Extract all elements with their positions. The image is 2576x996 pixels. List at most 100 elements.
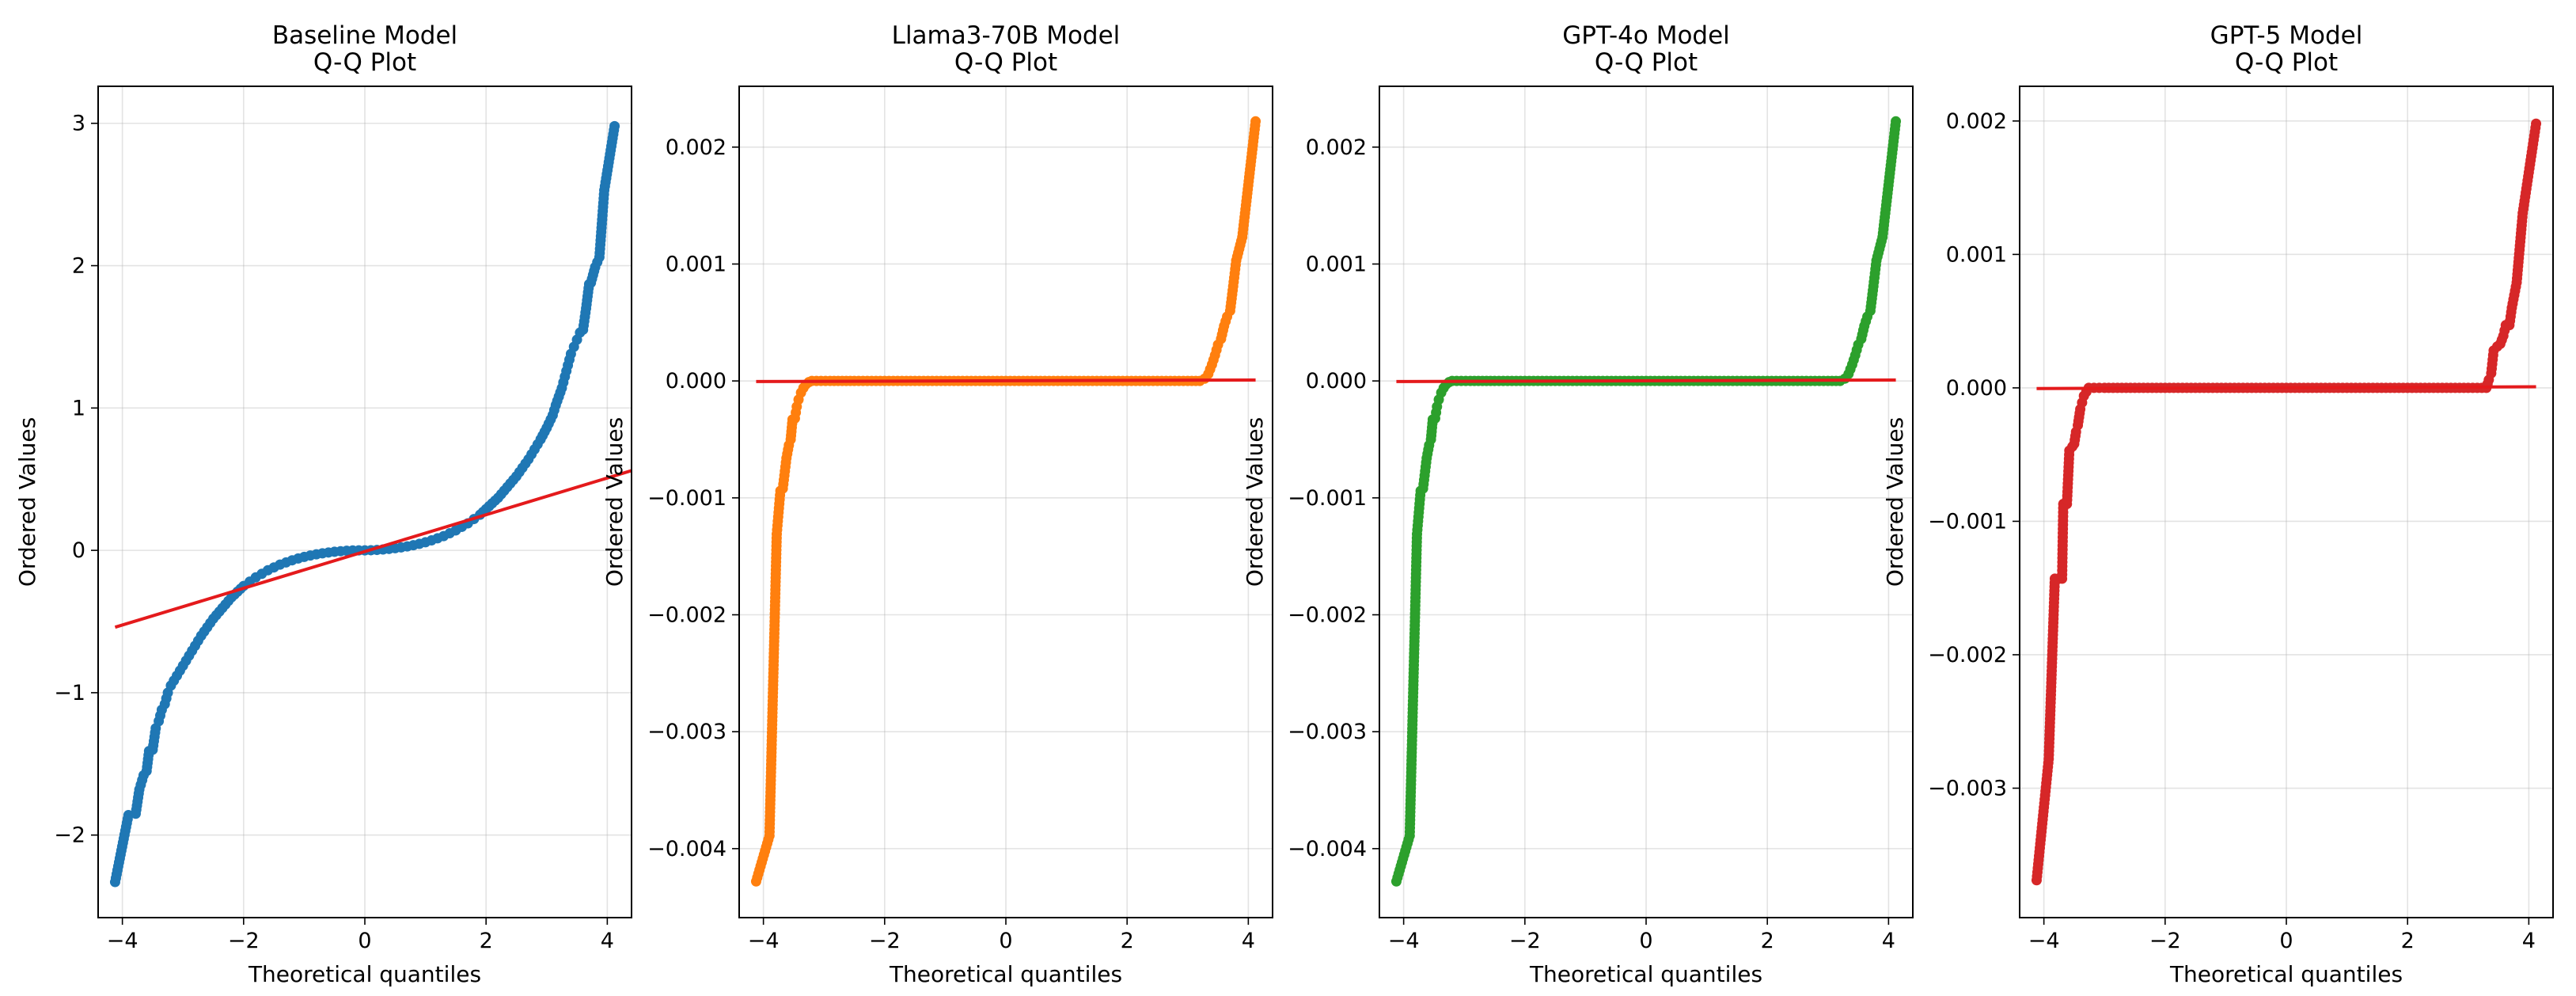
data-point-fill bbox=[150, 727, 161, 738]
y-axis-label: Ordered Values bbox=[601, 417, 628, 587]
x-tick-label: 0 bbox=[358, 929, 371, 953]
data-point-fill bbox=[598, 189, 609, 200]
data-point-fill bbox=[539, 426, 550, 437]
data-point-fill bbox=[1870, 259, 1881, 270]
x-tick-label: 2 bbox=[1761, 929, 1774, 953]
data-points bbox=[2031, 118, 2542, 886]
x-tick-label: 4 bbox=[601, 929, 614, 953]
data-point-fill bbox=[787, 418, 798, 429]
qq-panel-4: −4 −2 0 2 4 −0.003 −0.002 −0.001 0.000 0.001 0.002… bbox=[1882, 21, 2554, 987]
data-point-fill bbox=[1230, 259, 1241, 270]
data-point-fill bbox=[2510, 281, 2521, 292]
data-point-fill bbox=[520, 458, 531, 469]
qq-panel-3: −4 −2 0 2 4 −0.004 −0.003 −0.002 −0.001 0.000 0.00… bbox=[1242, 21, 1914, 987]
y-tick-label: −0.002 bbox=[647, 603, 727, 628]
x-tick-label: 0 bbox=[1639, 929, 1652, 953]
x-tick-label: −4 bbox=[2028, 929, 2060, 953]
data-point-fill bbox=[1211, 344, 1222, 355]
data-point-fill bbox=[1235, 235, 1246, 246]
data-point-fill bbox=[545, 414, 556, 425]
data-point-fill bbox=[502, 481, 513, 492]
data-point-fill bbox=[122, 814, 133, 825]
chart-title: Llama3-70B Model bbox=[892, 21, 1121, 50]
data-point-fill bbox=[1868, 285, 1879, 296]
data-point-fill bbox=[1250, 120, 1261, 131]
data-point-fill bbox=[180, 655, 192, 666]
chart-title: Q-Q Plot bbox=[2235, 48, 2338, 77]
data-point-fill bbox=[1220, 316, 1231, 327]
data-point-fill bbox=[1890, 120, 1901, 131]
data-point-fill bbox=[1217, 325, 1228, 336]
y-tick-label: 0.001 bbox=[666, 252, 727, 276]
data-point-fill bbox=[187, 645, 198, 656]
data-point-fill bbox=[791, 407, 802, 418]
reference-line bbox=[114, 469, 632, 629]
data-point-fill bbox=[508, 474, 519, 485]
data-point-fill bbox=[223, 595, 234, 606]
qq-panel-2: −4 −2 0 2 4 −0.004 −0.003 −0.002 −0.001 0.000 0.00… bbox=[601, 21, 1273, 987]
x-tick-label: −4 bbox=[107, 929, 138, 953]
data-point-fill bbox=[211, 610, 222, 621]
chart-title: Q-Q Plot bbox=[313, 48, 416, 77]
data-point-fill bbox=[155, 710, 166, 721]
data-point-fill bbox=[2058, 503, 2069, 514]
y-tick-label: −0.003 bbox=[647, 720, 727, 744]
y-tick-label: −0.002 bbox=[1928, 643, 2007, 667]
data-point-fill bbox=[609, 124, 620, 135]
x-axis-label: Theoretical quantiles bbox=[1529, 961, 1762, 987]
chart-title: Baseline Model bbox=[272, 21, 457, 50]
data-point-fill bbox=[192, 635, 203, 646]
data-point-fill bbox=[2070, 431, 2081, 442]
data-point-fill bbox=[1423, 444, 1434, 455]
data-point-fill bbox=[217, 603, 228, 614]
data-point-fill bbox=[1227, 285, 1239, 296]
chart-title: GPT-5 Model bbox=[2210, 21, 2363, 50]
y-tick-label: 0.000 bbox=[666, 369, 727, 393]
data-point-fill bbox=[174, 665, 185, 676]
x-tick-label: −2 bbox=[228, 929, 260, 953]
x-tick-label: 4 bbox=[1882, 929, 1895, 953]
data-point-fill bbox=[2487, 349, 2498, 360]
data-point-fill bbox=[514, 466, 525, 477]
x-tick-label: 4 bbox=[2522, 929, 2536, 953]
data-point-fill bbox=[561, 366, 572, 377]
x-axis-label: Theoretical quantiles bbox=[889, 961, 1122, 987]
data-point-fill bbox=[137, 774, 148, 785]
data-point-fill bbox=[2073, 416, 2084, 427]
data-point-fill bbox=[1205, 363, 1216, 374]
y-axis-label: Ordered Values bbox=[14, 417, 40, 587]
x-tick-label: 0 bbox=[999, 929, 1012, 953]
y-tick-label: −0.003 bbox=[1928, 777, 2007, 801]
data-point-fill bbox=[2064, 449, 2075, 460]
data-point-fill bbox=[780, 457, 791, 468]
x-tick-label: −4 bbox=[1388, 929, 1420, 953]
data-point-fill bbox=[199, 626, 210, 637]
data-point-fill bbox=[763, 834, 774, 845]
data-point-fill bbox=[2506, 306, 2517, 317]
data-point-fill bbox=[580, 307, 591, 318]
y-axis-label: Ordered Values bbox=[1242, 417, 1268, 587]
data-point-fill bbox=[552, 395, 563, 406]
y-tick-label: 0 bbox=[72, 538, 85, 563]
x-tick-label: −4 bbox=[748, 929, 780, 953]
chart-title: Q-Q Plot bbox=[1595, 48, 1698, 77]
x-tick-label: 2 bbox=[1121, 929, 1134, 953]
x-tick-label: −2 bbox=[1509, 929, 1541, 953]
data-point-fill bbox=[1415, 489, 1426, 500]
data-point-fill bbox=[133, 788, 144, 799]
y-tick-label: −0.001 bbox=[1288, 486, 1367, 511]
y-tick-label: 0.001 bbox=[1946, 242, 2007, 267]
data-point-fill bbox=[205, 618, 216, 629]
y-tick-label: −0.002 bbox=[1288, 603, 1367, 628]
y-tick-label: −2 bbox=[54, 823, 85, 848]
data-point-fill bbox=[143, 750, 154, 761]
y-axis-label: Ordered Values bbox=[1882, 417, 1908, 587]
data-point-fill bbox=[532, 439, 543, 450]
y-tick-label: 0.002 bbox=[1306, 135, 1367, 160]
y-tick-label: −0.004 bbox=[647, 837, 727, 861]
y-tick-label: 0.000 bbox=[1306, 369, 1367, 393]
x-tick-label: 4 bbox=[1242, 929, 1255, 953]
x-axis-label: Theoretical quantiles bbox=[2169, 961, 2403, 987]
